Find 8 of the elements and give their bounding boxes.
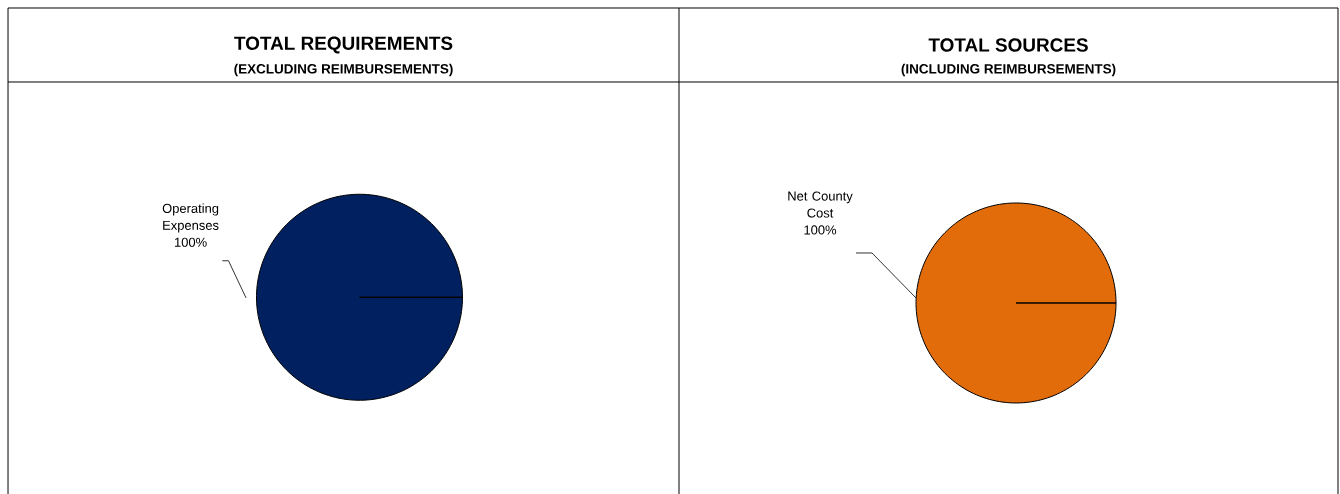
slice-label: Operating Expenses [162, 203, 219, 233]
chart-title: TOTAL REQUIREMENTS [234, 36, 453, 54]
chart-title: TOTAL SOURCES [928, 38, 1088, 52]
data-label: 100% [804, 225, 837, 235]
slice-label: Net County Cost [788, 191, 853, 218]
data-label: 100% [174, 237, 207, 247]
chart-subtitle: (EXCLUDING REIMBURSEMENTS) [234, 63, 453, 77]
chart-subtitle: (INCLUDING REIMBURSEMENTS) [901, 63, 1116, 77]
